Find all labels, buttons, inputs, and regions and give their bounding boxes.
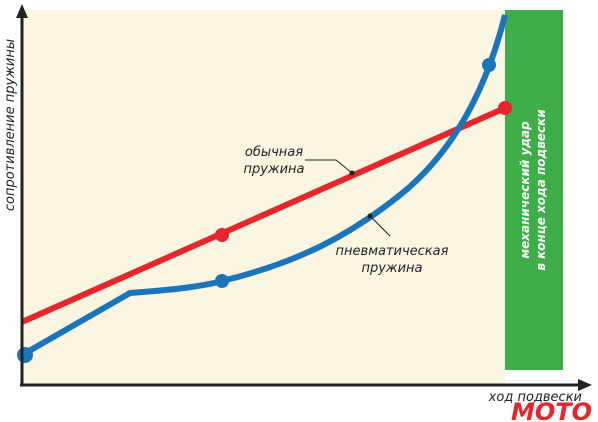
air-spring-curve — [20, 14, 508, 358]
leader-line — [305, 159, 353, 174]
zone-label: в конце хода подвески — [534, 109, 548, 271]
leader-line — [369, 215, 391, 237]
regular-spring-line — [20, 105, 507, 325]
regular-spring-point — [498, 101, 512, 115]
logo: MOTO — [511, 398, 592, 422]
x-axis-label: ход подвески — [488, 390, 582, 405]
air-spring-point — [482, 58, 496, 72]
leader-dot — [367, 213, 373, 219]
air-spring-point — [17, 347, 33, 363]
y-axis-label: сопротивление пружины — [3, 39, 18, 211]
plot-background — [22, 10, 505, 385]
curve-label: пневматическая — [336, 244, 449, 259]
curve-label: пружина — [361, 261, 422, 276]
curve-label: обычная — [245, 145, 303, 160]
y-axis-arrow — [16, 4, 28, 18]
curve-label: пружина — [243, 162, 304, 177]
leader-dot — [349, 170, 355, 176]
zone-label: механический удар — [518, 121, 532, 259]
regular-spring-point — [215, 228, 229, 242]
impact-zone — [505, 10, 563, 370]
x-axis-arrow — [578, 379, 592, 391]
air-spring-point — [215, 274, 229, 288]
